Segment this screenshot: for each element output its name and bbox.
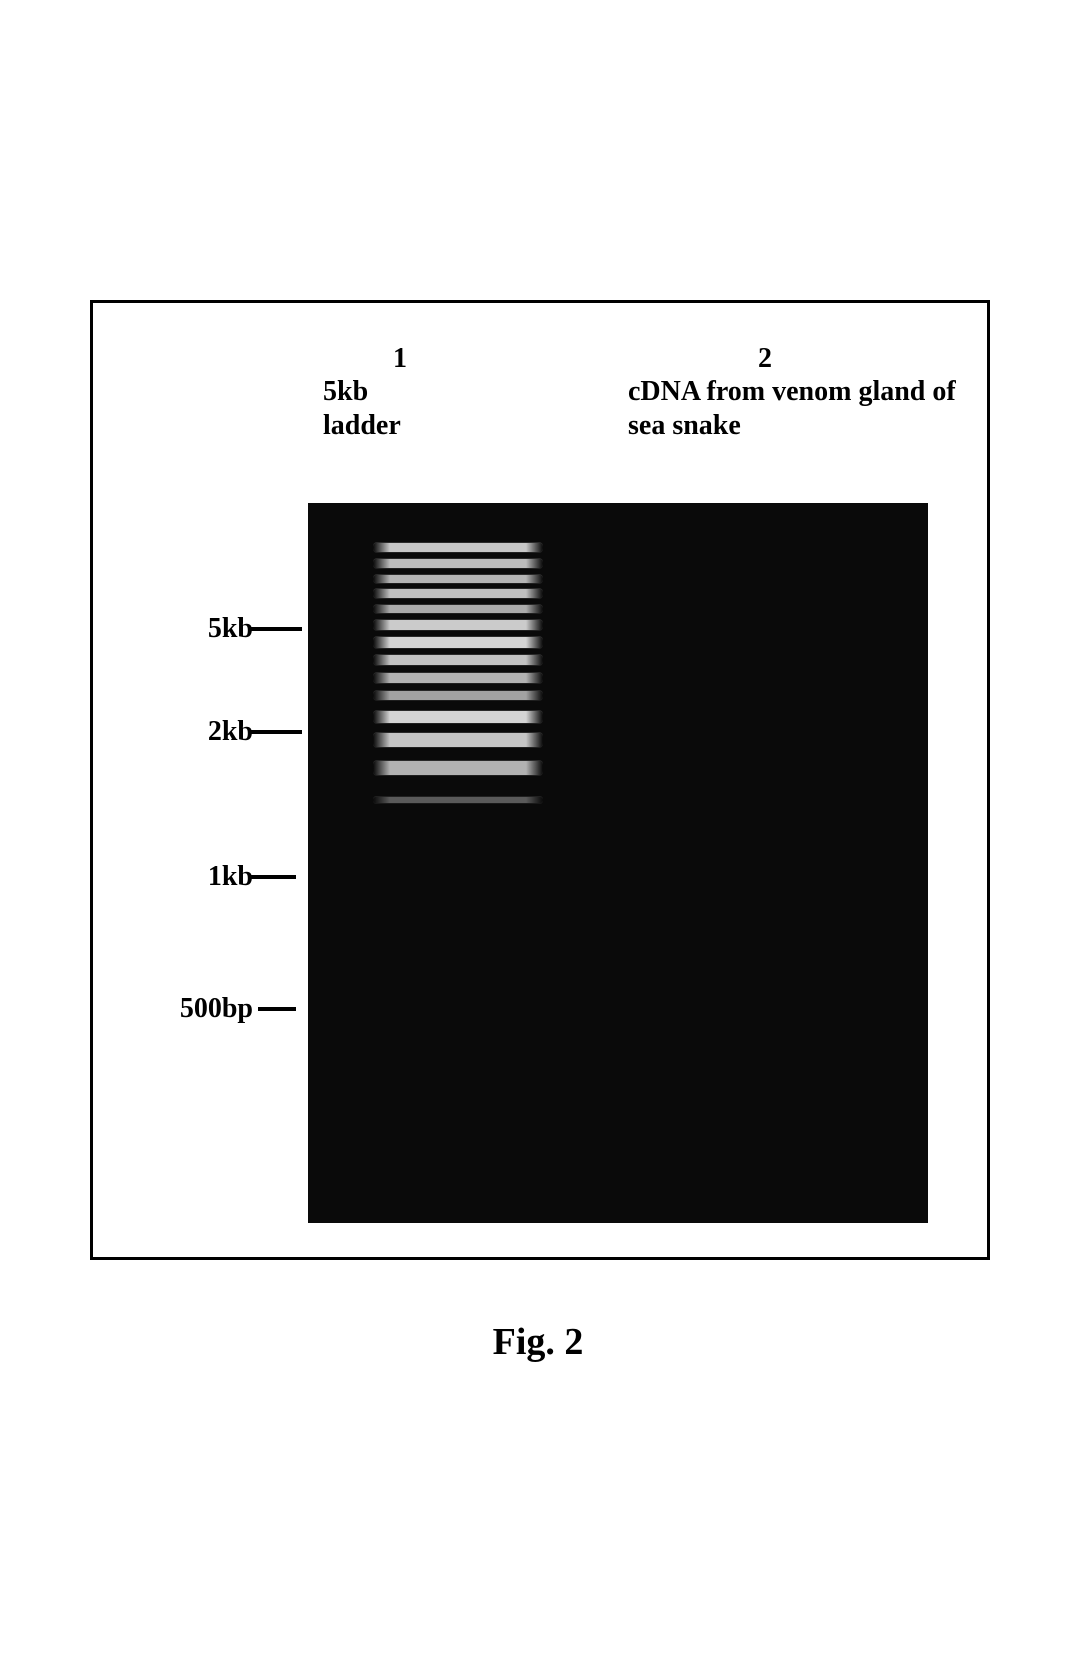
ladder-band xyxy=(373,637,543,648)
marker-500bp-label: 500bp xyxy=(133,993,253,1025)
figure-caption: Fig. 2 xyxy=(0,1320,1076,1364)
ladder-band xyxy=(373,589,543,598)
lane1-number: 1 xyxy=(393,343,407,375)
ladder-lane xyxy=(373,533,543,1193)
marker-5kb-tick xyxy=(248,627,302,631)
lane2-number: 2 xyxy=(758,343,772,375)
ladder-band xyxy=(373,711,543,723)
ladder-band xyxy=(373,543,543,552)
marker-500bp-tick xyxy=(258,1007,296,1011)
ladder-band xyxy=(373,733,543,747)
marker-1kb-label: 1kb xyxy=(173,861,253,893)
marker-5kb-label: 5kb xyxy=(173,613,253,645)
ladder-band xyxy=(373,559,543,568)
ladder-band xyxy=(373,620,543,630)
lane1-label: 5kb ladder xyxy=(323,375,443,442)
marker-2kb-tick xyxy=(248,730,302,734)
ladder-band xyxy=(373,761,543,775)
figure-panel: 1 5kb ladder 2 cDNA from venom gland of … xyxy=(90,300,990,1260)
ladder-band xyxy=(373,673,543,683)
ladder-band xyxy=(373,797,543,803)
ladder-band xyxy=(373,605,543,613)
marker-1kb-tick xyxy=(251,875,296,879)
ladder-band xyxy=(373,575,543,583)
marker-2kb-label: 2kb xyxy=(173,716,253,748)
ladder-band xyxy=(373,655,543,665)
gel-image xyxy=(308,503,928,1223)
lane2-label: cDNA from venom gland of sea snake xyxy=(628,375,958,442)
ladder-band xyxy=(373,691,543,700)
